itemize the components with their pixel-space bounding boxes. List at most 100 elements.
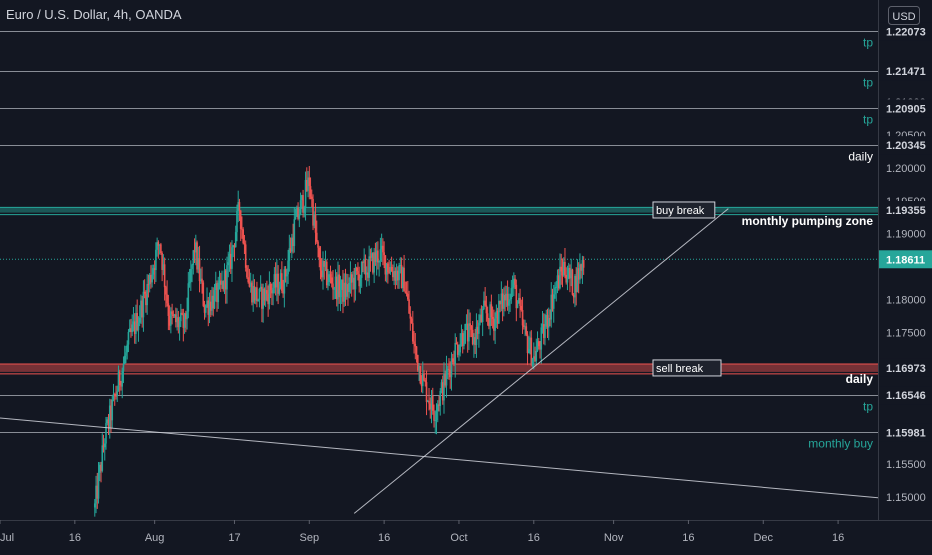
candle (182, 308, 185, 342)
candle-body (256, 287, 258, 302)
candle-body (238, 202, 241, 211)
candle-body (357, 270, 359, 275)
candle-body (180, 312, 182, 322)
time-tick-label-0: Jul (0, 532, 14, 544)
candle (190, 260, 192, 291)
candle-body (481, 309, 484, 323)
candle (241, 216, 243, 239)
candle-body (560, 266, 563, 272)
candle-body (493, 318, 495, 331)
zone-band-0[interactable] (0, 207, 878, 213)
candle-body (436, 404, 439, 412)
candle-body (243, 243, 246, 245)
candle-body (372, 253, 374, 273)
level-price-label-5-bg (879, 423, 932, 442)
candle (198, 245, 201, 293)
candle-body (524, 326, 526, 328)
candle (545, 309, 548, 329)
candle-body (577, 268, 580, 280)
candle (408, 290, 410, 314)
candle-body (536, 341, 539, 351)
candle-body (177, 317, 180, 328)
candle-body (557, 275, 560, 289)
candle-body (274, 274, 277, 288)
zone-band-1[interactable] (0, 364, 878, 372)
candle-body (564, 261, 566, 275)
candle-body (318, 247, 321, 259)
candle (364, 254, 367, 281)
candle (339, 275, 342, 312)
candle (514, 275, 516, 289)
candle (530, 330, 533, 367)
candle-body (147, 284, 150, 286)
candle-body (440, 382, 443, 391)
candle-body (494, 318, 496, 331)
candle-body (96, 485, 99, 499)
candle (526, 331, 529, 366)
candle-body (407, 293, 409, 300)
zone-box-0[interactable] (652, 201, 716, 219)
candle (554, 282, 556, 299)
candle-body (213, 290, 216, 309)
candle (407, 281, 409, 302)
candle (193, 238, 196, 263)
candle (405, 281, 408, 297)
candle-body (535, 350, 538, 362)
candle (197, 246, 200, 274)
candle (574, 274, 576, 308)
candle-body (370, 253, 373, 258)
candle (213, 283, 216, 310)
candle (549, 309, 551, 327)
currency-button[interactable]: USD (888, 6, 920, 25)
candle (117, 365, 120, 392)
candle (252, 274, 254, 312)
candle-body (324, 261, 327, 267)
candle (537, 338, 540, 350)
candle (350, 271, 353, 297)
candle-body (365, 272, 368, 275)
candle (419, 365, 422, 385)
level-price-label-1: 1.21471 (886, 66, 926, 78)
candle-body (369, 256, 372, 258)
candle-body (259, 286, 262, 289)
candle-body (102, 445, 105, 448)
candle (486, 306, 489, 326)
candle-body (559, 266, 561, 289)
candle-body (545, 315, 548, 327)
time-tick-label-5: 16 (378, 532, 390, 544)
price-tick-label-3: 1.18000 (886, 294, 926, 306)
candle-body (428, 400, 430, 404)
candle (304, 171, 307, 221)
candle (580, 263, 582, 279)
candle-body (359, 277, 362, 287)
candle-body (103, 443, 106, 448)
candle-body (273, 274, 276, 288)
candle (191, 263, 193, 283)
candle (363, 248, 365, 275)
candle-body (566, 278, 569, 283)
trend-line-1[interactable] (353, 208, 729, 514)
candle (500, 281, 503, 312)
candle (519, 288, 521, 318)
candle (170, 307, 172, 334)
currency-button-frame (888, 6, 920, 25)
candle-body (197, 258, 200, 270)
zone-box-1[interactable] (652, 359, 722, 377)
candle-body (247, 277, 249, 283)
trend-line-0[interactable] (0, 417, 879, 499)
candle (426, 399, 429, 403)
candle (192, 249, 195, 275)
candle (317, 240, 319, 258)
candle (328, 270, 331, 287)
candle (272, 281, 274, 306)
candle (579, 253, 581, 284)
candle-body (204, 305, 207, 313)
candle (329, 265, 332, 284)
candle (415, 345, 418, 363)
candle-body (233, 245, 236, 247)
candle (348, 277, 351, 299)
candle (338, 264, 341, 304)
candle-body (140, 300, 142, 318)
